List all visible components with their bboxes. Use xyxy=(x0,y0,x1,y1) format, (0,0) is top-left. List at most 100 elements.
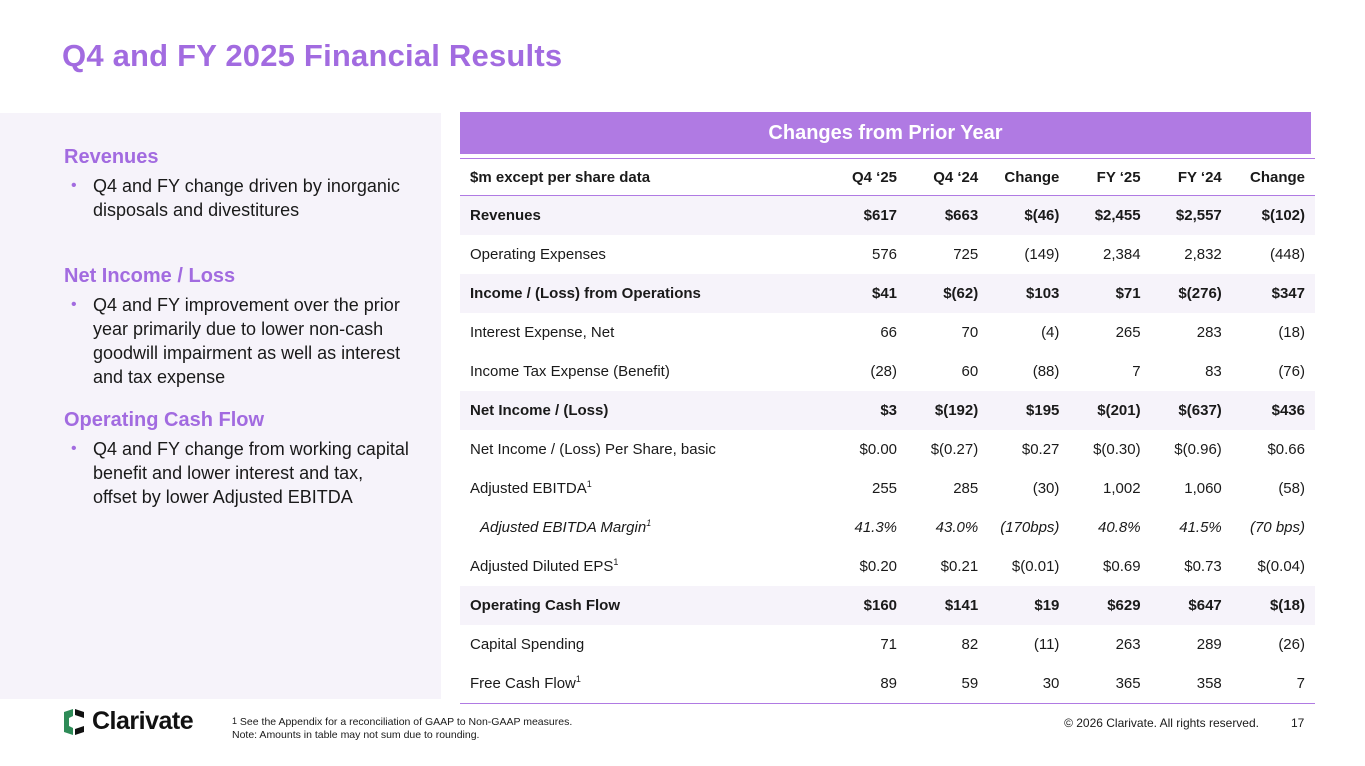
row-label: Net Income / (Loss) Per Share, basic xyxy=(470,441,716,458)
table-cell: 60 xyxy=(961,363,979,380)
footnote-marker: 1 xyxy=(586,479,592,489)
table-cell: $(276) xyxy=(1150,274,1232,313)
table-cell: (4) xyxy=(1041,324,1060,341)
table-cell: $(62) xyxy=(907,274,989,313)
table-row: Adjusted Diluted EPS1 $0.20 $0.21 $(0.01) $0… xyxy=(460,547,1315,586)
table-cell: $0.66 xyxy=(1267,441,1305,458)
table-row: Income / (Loss) from Operations $41 $(62) $… xyxy=(460,274,1315,313)
copyright: © 2026 Clarivate. All rights reserved. xyxy=(1064,716,1259,730)
row-label-cell: Income / (Loss) from Operations xyxy=(460,274,826,313)
table-row: Net Income / (Loss) $3 $(192) $195 $(201) $(6… xyxy=(460,391,1315,430)
table-cell: 7 xyxy=(1132,363,1141,380)
table-cell: 59 xyxy=(907,664,989,704)
table-cell: $(201) xyxy=(1069,391,1151,430)
section-net-income: Net Income / Loss Q4 and FY improvement … xyxy=(64,265,409,389)
table-cell: $160 xyxy=(825,586,908,625)
table-cell: $71 xyxy=(1069,274,1151,313)
table-cell: (170bps) xyxy=(1000,519,1060,536)
footnote-marker: 1 xyxy=(575,674,581,684)
footnote-line-2: Note: Amounts in table may not sum due t… xyxy=(232,729,480,741)
table-cell: $19 xyxy=(988,586,1070,625)
page-title: Q4 and FY 2025 Financial Results xyxy=(62,38,563,73)
section-heading: Revenues xyxy=(64,146,159,168)
table-cell: $663 xyxy=(907,195,989,235)
table-cell: $(0.01) xyxy=(1011,558,1060,575)
row-label-cell: Free Cash Flow1 xyxy=(460,664,826,704)
section-bullet: Q4 and FY change driven by inorganic dis… xyxy=(71,174,409,222)
table-row: Adjusted EBITDA1 255 285 (30) 1,002 1,060 (58) xyxy=(460,469,1315,508)
table-cell: $41 xyxy=(825,274,908,313)
row-label: Net Income / (Loss) xyxy=(470,402,609,419)
table-cell: $(0.04) xyxy=(1257,558,1305,575)
table-cell: 1,002 xyxy=(1103,480,1141,497)
table-banner: Changes from Prior Year xyxy=(460,112,1311,154)
table-row: Free Cash Flow1 89 59 30 365 358 7 xyxy=(460,664,1315,704)
section-revenues: Revenues Q4 and FY change driven by inor… xyxy=(64,146,409,222)
table-cell: (30) xyxy=(1032,480,1060,497)
row-label-cell: Revenues xyxy=(460,195,826,235)
table-cell: 70 xyxy=(961,324,979,341)
column-header: Q4 ‘25 xyxy=(825,158,908,196)
table-cell: $2,455 xyxy=(1069,195,1151,235)
table-cell: (76) xyxy=(1278,363,1305,380)
row-label: Adjusted Diluted EPS xyxy=(470,558,614,575)
section-heading: Net Income / Loss xyxy=(64,265,236,287)
table-cell: (18) xyxy=(1278,324,1305,341)
table-cell: (11) xyxy=(1033,636,1060,653)
clarivate-logo-icon xyxy=(64,708,84,735)
row-label: Income / (Loss) from Operations xyxy=(470,285,701,302)
column-header: FY ‘24 xyxy=(1150,158,1232,196)
table-cell: 289 xyxy=(1196,636,1222,653)
table-row: Adjusted EBITDA Margin1 41.3% 43.0% (170bps… xyxy=(460,508,1315,547)
section-bullet: Q4 and FY change from working capital be… xyxy=(71,437,409,509)
table-cell: 255 xyxy=(872,480,898,497)
table-cell: (88) xyxy=(1032,363,1060,380)
table-cell: (58) xyxy=(1278,480,1305,497)
table-cell: $(192) xyxy=(907,391,989,430)
row-label-cell: Income Tax Expense (Benefit) xyxy=(460,352,826,391)
column-header: FY ‘25 xyxy=(1069,158,1151,196)
table-cell: 265 xyxy=(1115,324,1141,341)
table-cell: 83 xyxy=(1205,363,1222,380)
table-cell: $195 xyxy=(988,391,1070,430)
footnote: 1 See the Appendix for a reconciliation … xyxy=(232,716,572,742)
table-cell: $347 xyxy=(1231,274,1315,313)
table-cell: 43.0% xyxy=(935,519,979,536)
row-label: Interest Expense, Net xyxy=(470,324,615,341)
row-label-cell: Adjusted Diluted EPS1 xyxy=(460,547,826,586)
column-header: Q4 ‘24 xyxy=(907,158,989,196)
logo-text: Clarivate xyxy=(92,707,194,735)
row-label: Operating Cash Flow xyxy=(470,597,621,614)
table-cell: 2,384 xyxy=(1103,246,1141,263)
column-header: Change xyxy=(1231,158,1315,196)
table-cell: 1,060 xyxy=(1184,480,1222,497)
table-cell: $0.00 xyxy=(859,441,898,458)
table-cell: 89 xyxy=(825,664,908,704)
column-header: $m except per share data xyxy=(460,158,826,196)
row-label-cell: Capital Spending xyxy=(460,625,826,664)
row-label-cell: Operating Cash Flow xyxy=(460,586,826,625)
table-cell: $0.20 xyxy=(859,558,898,575)
table-cell: $0.73 xyxy=(1184,558,1222,575)
table-cell: 285 xyxy=(953,480,979,497)
table-cell: $3 xyxy=(825,391,908,430)
row-label: Adjusted EBITDA xyxy=(470,480,587,497)
footnote-marker: 1 xyxy=(613,557,619,567)
table-row: Operating Expenses 576 725 (149) 2,384 2,832 (… xyxy=(460,235,1315,274)
table-row: Interest Expense, Net 66 70 (4) 265 283 (18) xyxy=(460,313,1315,352)
table-cell: $0.69 xyxy=(1103,558,1141,575)
table-cell: $(0.96) xyxy=(1174,441,1222,458)
table-cell: 2,832 xyxy=(1184,246,1222,263)
section-bullet: Q4 and FY improvement over the prior yea… xyxy=(71,293,409,389)
financial-table: $m except per share data Q4 ‘25 Q4 ‘24 C… xyxy=(460,158,1315,704)
page-number: 17 xyxy=(1291,716,1305,730)
table-cell: 41.5% xyxy=(1179,519,1222,536)
table-cell: 283 xyxy=(1196,324,1222,341)
table-cell: 358 xyxy=(1150,664,1232,704)
section-heading: Operating Cash Flow xyxy=(64,409,265,431)
table-cell: 40.8% xyxy=(1098,519,1141,536)
row-label: Capital Spending xyxy=(470,636,585,653)
table-cell: 30 xyxy=(988,664,1070,704)
table-cell: 725 xyxy=(953,246,979,263)
table-cell: $2,557 xyxy=(1150,195,1232,235)
